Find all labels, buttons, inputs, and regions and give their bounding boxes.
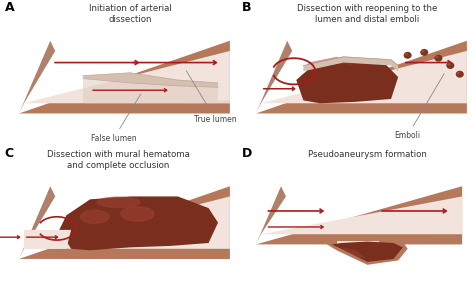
Ellipse shape	[456, 71, 463, 77]
Text: C: C	[5, 147, 14, 160]
Polygon shape	[19, 41, 230, 113]
Ellipse shape	[421, 49, 428, 55]
Polygon shape	[83, 79, 230, 103]
Text: False lumen: False lumen	[91, 94, 141, 143]
Ellipse shape	[121, 207, 154, 221]
Polygon shape	[83, 73, 218, 87]
Text: Emboli: Emboli	[394, 74, 444, 140]
Ellipse shape	[405, 53, 407, 55]
Polygon shape	[256, 186, 286, 244]
Polygon shape	[296, 57, 398, 103]
Text: A: A	[5, 1, 14, 15]
Polygon shape	[256, 41, 292, 113]
Text: Dissection with mural hematoma
and complete occlusion: Dissection with mural hematoma and compl…	[47, 150, 190, 170]
Polygon shape	[332, 242, 403, 262]
Polygon shape	[24, 230, 71, 249]
Text: Dissection with reopening to the
lumen and distal emboli: Dissection with reopening to the lumen a…	[297, 4, 438, 24]
Ellipse shape	[435, 55, 442, 61]
Ellipse shape	[81, 210, 109, 223]
Ellipse shape	[457, 72, 459, 74]
Text: Initiation of arterial
dissection: Initiation of arterial dissection	[89, 4, 172, 24]
Text: B: B	[242, 1, 251, 15]
Ellipse shape	[404, 53, 411, 58]
Text: Pseudoaneurysm formation: Pseudoaneurysm formation	[308, 150, 427, 159]
Polygon shape	[261, 196, 462, 234]
Polygon shape	[341, 247, 367, 259]
Polygon shape	[337, 242, 379, 246]
Text: D: D	[242, 147, 252, 160]
Ellipse shape	[447, 63, 450, 65]
Polygon shape	[308, 57, 356, 68]
Polygon shape	[261, 51, 467, 103]
Polygon shape	[24, 196, 230, 249]
Polygon shape	[19, 186, 230, 259]
Polygon shape	[59, 196, 218, 250]
Polygon shape	[24, 51, 230, 103]
Ellipse shape	[447, 63, 454, 68]
Polygon shape	[327, 242, 408, 265]
Polygon shape	[303, 57, 398, 71]
Ellipse shape	[436, 56, 438, 58]
Polygon shape	[256, 41, 467, 113]
Ellipse shape	[422, 50, 424, 52]
Polygon shape	[256, 186, 462, 244]
Polygon shape	[19, 41, 55, 113]
Text: True lumen: True lumen	[186, 71, 237, 124]
Polygon shape	[19, 186, 55, 259]
Ellipse shape	[97, 197, 140, 207]
